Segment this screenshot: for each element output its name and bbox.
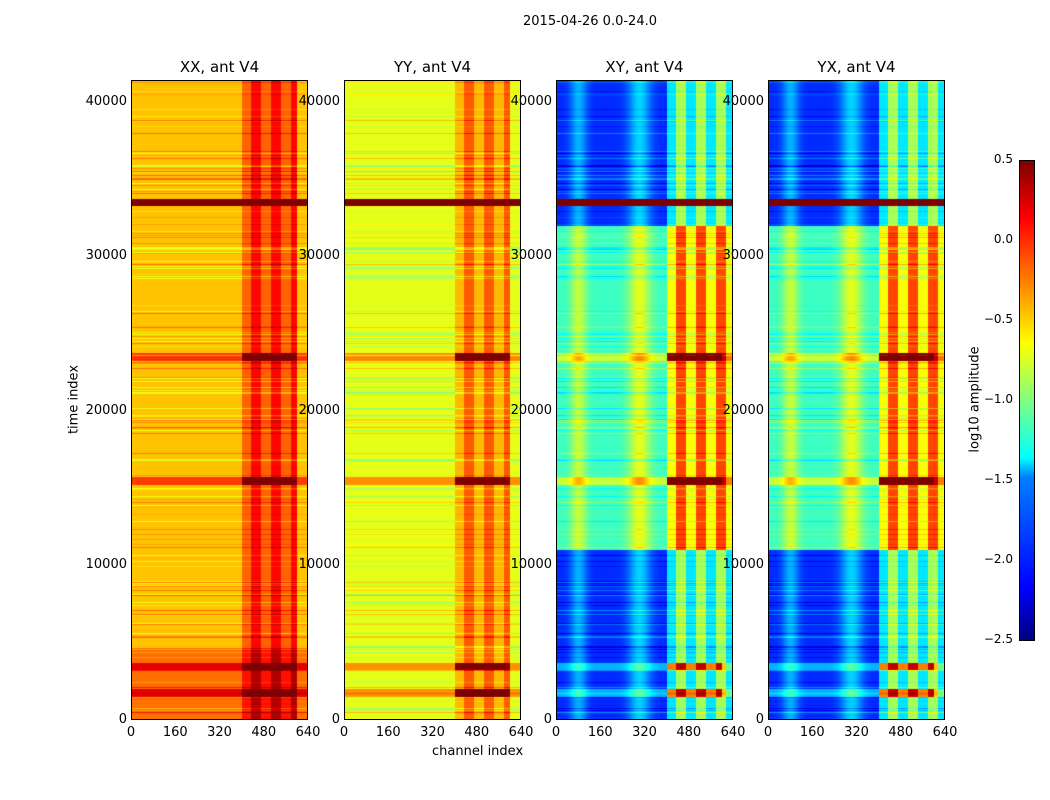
x-axis-label: channel index — [432, 744, 524, 759]
y-tick-label: 20000 — [298, 402, 340, 418]
colorbar-tick-label: 0.5 — [993, 152, 1013, 166]
heatmap-panel-4: YX, ant V4 — [768, 58, 945, 720]
x-tick-label: 0 — [339, 725, 349, 740]
x-tick-label: 320 — [632, 725, 657, 740]
colorbar — [1019, 160, 1035, 641]
panel-title: YX, ant V4 — [817, 58, 896, 76]
x-tick-label: 0 — [763, 725, 773, 740]
y-tick-label: 20000 — [722, 402, 764, 418]
x-tick-label: 160 — [587, 725, 613, 740]
x-tick-label: 480 — [676, 725, 702, 740]
panel-title: YY, ant V4 — [393, 58, 471, 76]
heatmap-image — [768, 80, 945, 720]
y-tick-label: 40000 — [722, 93, 764, 109]
axes-frame — [131, 80, 308, 720]
x-tick-label: 640 — [508, 725, 534, 740]
colorbar-tick-label: −0.5 — [983, 312, 1013, 326]
heatmap-image — [344, 80, 521, 720]
x-tick-label: 160 — [162, 725, 188, 740]
y-tick-label: 10000 — [85, 557, 127, 573]
y-tick-label: 10000 — [510, 557, 552, 573]
x-tick-label: 640 — [720, 725, 746, 740]
y-tick-label: 0 — [331, 712, 340, 727]
axes-frame — [344, 80, 521, 720]
x-tick-label: 160 — [799, 725, 825, 740]
colorbar-tick-label: 0.0 — [993, 232, 1013, 246]
panel-title: XY, ant V4 — [605, 58, 684, 76]
colorbar-tick-label: −2.5 — [983, 632, 1013, 646]
y-tick-label: 0 — [543, 712, 552, 727]
x-tick-label: 480 — [888, 725, 914, 740]
panel-title: XX, ant V4 — [179, 58, 260, 76]
x-tick-label: 320 — [207, 725, 232, 740]
heatmap-image — [556, 80, 733, 720]
y-tick-label: 10000 — [722, 557, 764, 573]
figure-title: 2015-04-26 0.0-24.0 — [523, 14, 657, 29]
x-tick-label: 0 — [551, 725, 561, 740]
x-tick-label: 480 — [251, 725, 277, 740]
y-axis-label: time index — [66, 364, 82, 435]
x-tick-label: 640 — [295, 725, 321, 740]
y-tick-label: 0 — [755, 712, 764, 727]
y-tick-label: 30000 — [722, 248, 764, 264]
heatmap-image — [131, 80, 308, 720]
x-tick-label: 160 — [375, 725, 401, 740]
y-tick-label: 20000 — [510, 402, 552, 418]
y-tick-label: 30000 — [85, 248, 127, 264]
y-tick-label: 40000 — [85, 93, 127, 109]
colorbar-tick-label: −1.0 — [983, 392, 1013, 406]
x-tick-label: 640 — [932, 725, 958, 740]
axes-frame — [556, 80, 733, 720]
y-tick-label: 40000 — [510, 93, 552, 109]
y-tick-label: 10000 — [298, 557, 340, 573]
y-tick-label: 20000 — [85, 402, 127, 418]
colorbar-tick-label: −2.0 — [983, 552, 1013, 566]
x-tick-label: 480 — [464, 725, 490, 740]
colorbar-label: log10 amplitude — [967, 346, 983, 453]
heatmap-panel-3: XY, ant V4 — [556, 58, 733, 720]
y-tick-label: 30000 — [510, 248, 552, 264]
y-tick-label: 30000 — [298, 248, 340, 264]
axes-frame — [768, 80, 945, 720]
x-tick-label: 320 — [844, 725, 869, 740]
heatmap-panel-1: XX, ant V4 — [131, 58, 308, 720]
y-tick-label: 40000 — [298, 93, 340, 109]
y-tick-label: 0 — [118, 712, 127, 727]
x-tick-label: 0 — [126, 725, 136, 740]
colorbar-tick-label: −1.5 — [983, 472, 1013, 486]
x-tick-label: 320 — [420, 725, 445, 740]
heatmap-panel-2: YY, ant V4 — [344, 58, 521, 720]
